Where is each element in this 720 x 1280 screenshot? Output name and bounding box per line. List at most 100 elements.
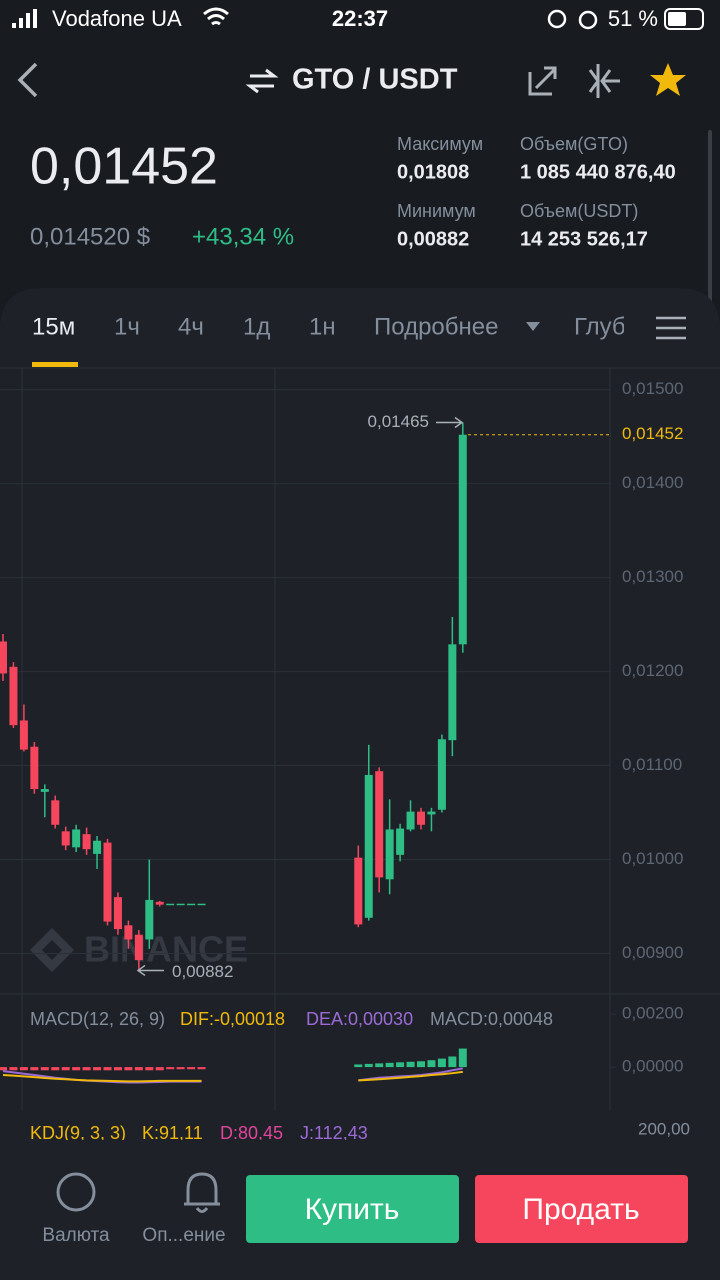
macd-chart: 0,00200 0,00000	[0, 1004, 683, 1084]
macd-bar	[427, 1060, 436, 1068]
stat-label: Минимум	[397, 201, 476, 221]
carrier: Vodafone UA	[52, 6, 182, 31]
candle-body	[458, 434, 467, 645]
macd-bar	[113, 1067, 122, 1071]
candle-body	[406, 811, 415, 830]
candle-body	[40, 789, 49, 792]
sell-button[interactable]	[475, 1175, 688, 1243]
macd-bar	[145, 1067, 154, 1071]
candle-body	[145, 899, 154, 940]
tab[interactable]: 1ч	[114, 313, 140, 340]
y-tick-label: 0,01200	[622, 661, 683, 680]
tab[interactable]: 15м	[32, 313, 75, 340]
tab[interactable]: 1д	[243, 313, 270, 340]
macd-label: DIF:-0,00018	[180, 1009, 285, 1029]
y-tick-label: 0,00000	[622, 1057, 683, 1076]
battery-level	[668, 12, 686, 26]
dropdown-icon	[526, 322, 540, 331]
macd-bar	[437, 1058, 446, 1068]
battery-percent: 51 %	[608, 6, 658, 31]
wifi-icon	[203, 7, 229, 26]
tab[interactable]: Подробнее	[374, 313, 498, 340]
macd-bar	[51, 1067, 60, 1071]
macd-bar	[458, 1048, 467, 1068]
clock: 22:37	[332, 6, 388, 31]
candle-body	[176, 903, 185, 906]
swap-icon[interactable]	[245, 68, 279, 94]
candle-body	[427, 811, 436, 815]
stat-label: Объем(USDT)	[520, 201, 638, 221]
watermark-logo	[30, 928, 74, 972]
sell-label: Продать	[522, 1193, 639, 1226]
tab[interactable]: 1н	[309, 313, 336, 340]
currency-label: Валюта	[42, 1225, 110, 1246]
stat-value: 1 085 440 876,40	[520, 161, 676, 183]
favorite-button[interactable]	[650, 63, 686, 96]
battery-icon	[664, 8, 704, 30]
tab[interactable]: Глуб	[574, 313, 626, 340]
stat-value: 0,01808	[397, 161, 469, 183]
macd-label: MACD(12, 26, 9)	[30, 1009, 165, 1029]
last-price-label: 0,01452	[622, 424, 683, 443]
share-button[interactable]	[528, 66, 557, 96]
macd-bar	[406, 1061, 415, 1068]
settings-button[interactable]	[656, 316, 686, 340]
price-change: +43,34 %	[192, 223, 294, 250]
macd-bar	[385, 1062, 394, 1068]
back-button[interactable]	[17, 62, 38, 98]
y-tick-label: 0,00200	[622, 1004, 683, 1023]
signal-icon	[33, 9, 37, 28]
macd-bar	[72, 1067, 81, 1071]
candle-body	[197, 903, 206, 906]
pair-title: GTO / USDT	[292, 64, 458, 96]
y-tick-label: 0,01300	[622, 567, 683, 586]
signal-icon	[12, 23, 16, 28]
candle-body	[396, 828, 405, 855]
alerts-button[interactable]: Оп...ение	[142, 1172, 226, 1246]
currency-button[interactable]: Валюта	[42, 1172, 110, 1246]
macd-bar	[30, 1067, 39, 1071]
tab[interactable]: 4ч	[178, 313, 204, 340]
header: GTO / USDT	[17, 62, 686, 98]
candle-body	[72, 829, 81, 848]
candle-body	[166, 903, 175, 906]
macd-bar	[396, 1062, 405, 1068]
candle-body	[0, 641, 7, 674]
tab-fade	[624, 300, 654, 350]
tab-indicator	[32, 362, 78, 367]
compare-button[interactable]	[588, 64, 620, 98]
min-marker-arrow	[136, 964, 164, 977]
macd-bar	[0, 1067, 7, 1071]
macd-bar	[187, 1067, 196, 1070]
candle-body	[61, 831, 70, 846]
candle-body	[437, 739, 446, 810]
candle-body	[103, 842, 112, 922]
lock-icon	[547, 9, 567, 29]
dif-line	[2, 1070, 463, 1083]
macd-bar	[375, 1063, 384, 1068]
macd-bar	[176, 1067, 185, 1070]
macd-label: MACD:0,00048	[430, 1009, 553, 1029]
macd-bar	[19, 1067, 28, 1071]
candle-body	[364, 774, 373, 918]
watermark: BINANCE	[30, 928, 248, 972]
macd-bar	[124, 1067, 133, 1071]
macd-bar	[134, 1067, 143, 1071]
candle-body	[9, 666, 18, 726]
y-tick-label: 0,00900	[622, 943, 683, 962]
macd-bar	[103, 1067, 112, 1071]
macd-bar	[93, 1067, 102, 1071]
candle-body	[51, 800, 60, 825]
buy-button[interactable]	[246, 1175, 459, 1243]
macd-bar	[197, 1067, 206, 1070]
macd-bar	[166, 1067, 175, 1070]
macd-bar	[354, 1064, 363, 1068]
macd-bar	[448, 1056, 457, 1068]
candle-body	[417, 811, 425, 825]
macd-bar	[9, 1067, 18, 1071]
macd-bar	[364, 1063, 373, 1068]
candle-body	[134, 934, 143, 961]
candle-body	[93, 840, 102, 854]
